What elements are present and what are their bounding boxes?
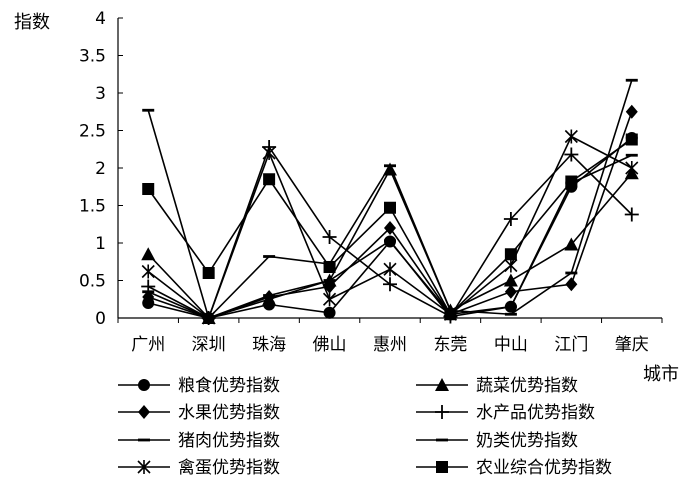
series-7 — [142, 133, 638, 321]
legend-label-1: 蔬菜优势指数 — [476, 376, 578, 396]
y-tick-label-0: 0 — [95, 309, 106, 329]
point-3-7 — [564, 147, 579, 162]
x-tick-label-8: 肇庆 — [615, 335, 649, 355]
legend-label-3: 水产品优势指数 — [476, 403, 595, 423]
point-1-6 — [503, 273, 518, 287]
point-0-3 — [323, 306, 336, 319]
y-tick-label-5: 2.5 — [79, 122, 106, 142]
series-6 — [141, 129, 639, 325]
point-1-7 — [564, 237, 579, 251]
point-2-6 — [504, 284, 517, 299]
point-2-8 — [625, 104, 638, 119]
legend-item-1: 蔬菜优势指数 — [416, 376, 578, 396]
x-tick-label-5: 东莞 — [433, 335, 467, 355]
legend-item-3: 水产品优势指数 — [416, 403, 595, 423]
point-6-1 — [202, 311, 216, 325]
point-7-7 — [565, 175, 578, 188]
legend-marker-7 — [436, 461, 448, 473]
x-tick-label-3: 佛山 — [313, 335, 347, 355]
series-layer — [141, 78, 639, 325]
legend-label-7: 农业综合优势指数 — [476, 458, 612, 478]
y-tick-label-7: 3.5 — [79, 47, 106, 67]
point-3-8 — [624, 207, 639, 222]
y-tick-label-8: 4 — [95, 9, 106, 29]
legend-item-5: 奶类优势指数 — [416, 431, 578, 451]
point-3-4 — [383, 277, 397, 292]
point-7-5 — [444, 308, 457, 321]
y-tick-label-4: 2 — [95, 159, 106, 179]
y-tick-label-1: 0.5 — [79, 272, 106, 292]
legend-item-2: 水果优势指数 — [118, 403, 280, 423]
point-6-8 — [625, 161, 639, 175]
legend-marker-2 — [138, 405, 150, 419]
legend-item-0: 粮食优势指数 — [118, 376, 280, 396]
point-6-0 — [141, 264, 155, 279]
legend-label-0: 粮食优势指数 — [178, 376, 280, 396]
x-tick-label-2: 珠海 — [252, 335, 286, 355]
point-7-8 — [625, 133, 638, 146]
legend-marker-0 — [138, 379, 150, 391]
point-6-6 — [504, 258, 518, 273]
y-tick-label-6: 3 — [95, 84, 106, 104]
point-2-4 — [384, 221, 396, 235]
legend-label-4: 猪肉优势指数 — [178, 431, 280, 451]
x-ticks: 广州 深圳 珠海 佛山 惠州 东莞 中山 江门 肇庆 — [117, 318, 663, 355]
legend-marker-3 — [435, 405, 449, 419]
x-tick-label-0: 广州 — [131, 335, 165, 355]
series-2 — [142, 104, 638, 325]
legend-item-4: 猪肉优势指数 — [118, 431, 280, 451]
y-ticks: 0 0.5 1 1.5 2 2.5 3 3.5 4 — [79, 9, 123, 329]
legend-marker-6 — [137, 460, 151, 474]
point-2-2 — [263, 290, 276, 304]
point-7-4 — [384, 201, 396, 214]
point-3-3 — [322, 230, 337, 244]
x-tick-label-1: 深圳 — [192, 335, 226, 355]
point-2-7 — [565, 277, 578, 292]
x-tick-label-7: 江门 — [554, 335, 588, 355]
y-tick-label-3: 1.5 — [79, 197, 106, 217]
x-tick-label-6: 中山 — [494, 335, 528, 355]
point-7-0 — [142, 183, 155, 195]
point-6-3 — [322, 292, 337, 307]
point-7-6 — [504, 248, 517, 261]
point-1-0 — [141, 247, 156, 261]
legend-item-7: 农业综合优势指数 — [416, 458, 612, 478]
point-6-7 — [564, 129, 578, 144]
x-tick-label-4: 惠州 — [373, 335, 407, 355]
point-7-2 — [263, 173, 276, 186]
legend-marker-1 — [435, 378, 449, 391]
legend-label-2: 水果优势指数 — [178, 403, 280, 423]
point-6-4 — [383, 262, 397, 277]
point-6-2 — [262, 146, 276, 160]
point-7-3 — [323, 261, 336, 273]
legend-label-5: 奶类优势指数 — [476, 431, 578, 451]
y-axis-title: 指数 — [14, 12, 50, 33]
legend-label-6: 禽蛋优势指数 — [178, 458, 280, 478]
point-3-6 — [503, 212, 518, 226]
point-7-1 — [202, 267, 215, 279]
legend-item-6: 禽蛋优势指数 — [118, 458, 280, 478]
y-tick-label-2: 1 — [95, 234, 106, 254]
x-axis-title: 城市 — [643, 364, 679, 385]
